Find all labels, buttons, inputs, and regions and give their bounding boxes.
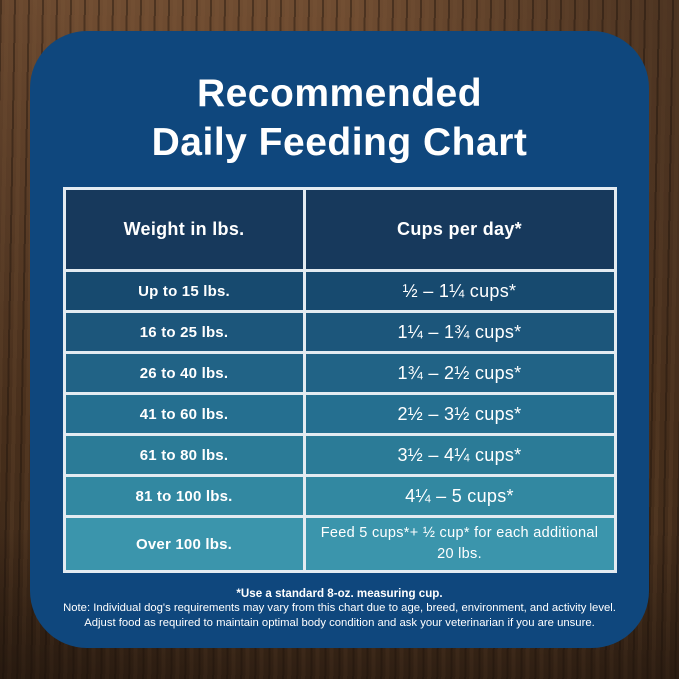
weight-cell: 61 to 80 lbs.: [65, 436, 303, 475]
cups-cell: 2½ – 3½ cups*: [305, 395, 614, 434]
cups-cell: Feed 5 cups*+ ½ cup* for each additional…: [305, 518, 614, 571]
title-line-2: Daily Feeding Chart: [151, 121, 528, 165]
footnotes: *Use a standard 8-oz. measuring cup. Not…: [63, 586, 616, 630]
feeding-table: Weight in lbs. Cups per day* Up to 15 lb…: [62, 187, 617, 574]
weight-cell: 81 to 100 lbs.: [65, 477, 303, 516]
title-line-1: Recommended: [196, 72, 483, 115]
cups-cell: 1¾ – 2½ cups*: [305, 354, 614, 393]
cups-cell: ½ – 1¼ cups*: [305, 272, 614, 311]
cups-cell: 1¼ – 1¾ cups*: [305, 313, 614, 352]
cups-cell: 3½ – 4¼ cups*: [305, 436, 614, 475]
weight-cell: 26 to 40 lbs.: [65, 354, 303, 393]
header-weight-column: Weight in lbs.: [65, 190, 303, 270]
weight-cell: 41 to 60 lbs.: [65, 395, 303, 434]
weight-cell: Up to 15 lbs.: [65, 272, 303, 311]
footnote-measuring-cup: *Use a standard 8-oz. measuring cup.: [236, 587, 443, 601]
feeding-chart-card: Recommended Daily Feeding Chart Weight i…: [30, 31, 649, 648]
footnote-note-line-2: Adjust food as required to maintain opti…: [84, 616, 595, 629]
header-cups-column: Cups per day*: [305, 190, 614, 270]
page-title: Recommended Daily Feeding Chart: [152, 69, 528, 167]
weight-cell: Over 100 lbs.: [65, 518, 303, 571]
footnote-note-line-1: Note: Individual dog's requirements may …: [63, 602, 616, 615]
weight-cell: 16 to 25 lbs.: [65, 313, 303, 352]
cups-cell: 4¼ – 5 cups*: [305, 477, 614, 516]
